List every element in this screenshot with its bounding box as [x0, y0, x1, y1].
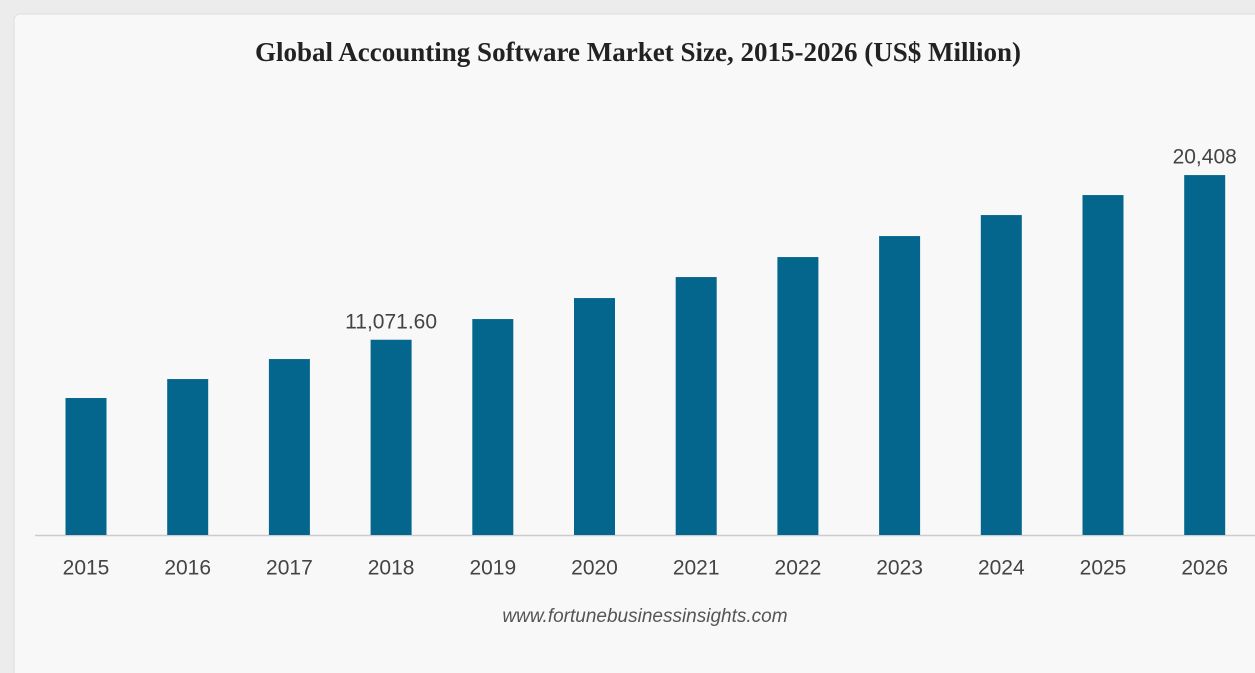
- card: [13, 13, 1255, 673]
- chart-title: Global Accounting Software Market Size, …: [255, 37, 1021, 67]
- x-tick-label: 2016: [164, 557, 211, 580]
- x-tick-label: 2022: [775, 557, 822, 580]
- bar: [167, 379, 209, 535]
- x-tick-label: 2020: [571, 557, 618, 580]
- x-tick-label: 2017: [266, 557, 313, 580]
- x-tick-label: 2026: [1181, 557, 1228, 580]
- data-label: 11,071.60: [345, 310, 437, 333]
- bar: [574, 298, 615, 535]
- x-tick-label: 2021: [673, 557, 720, 580]
- bar: [472, 319, 514, 535]
- bar: [65, 398, 107, 535]
- bar: [1184, 175, 1226, 535]
- bar: [980, 215, 1022, 536]
- bar: [1082, 195, 1124, 536]
- bar: [675, 277, 717, 535]
- source: www.fortunebusinessinsights.com: [502, 606, 787, 627]
- x-tick-label: 2015: [63, 557, 110, 580]
- x-tick-label: 2025: [1080, 557, 1127, 580]
- x-tick-label: 2023: [876, 557, 923, 580]
- x-tick-label: 2024: [978, 557, 1025, 580]
- data-label: 20,408: [1173, 146, 1237, 169]
- bar: [370, 339, 412, 535]
- bar: [777, 257, 819, 535]
- bar: [879, 236, 921, 535]
- bar: [268, 359, 310, 535]
- x-tick-label: 2019: [469, 557, 516, 580]
- x-tick-label: 2018: [368, 557, 415, 580]
